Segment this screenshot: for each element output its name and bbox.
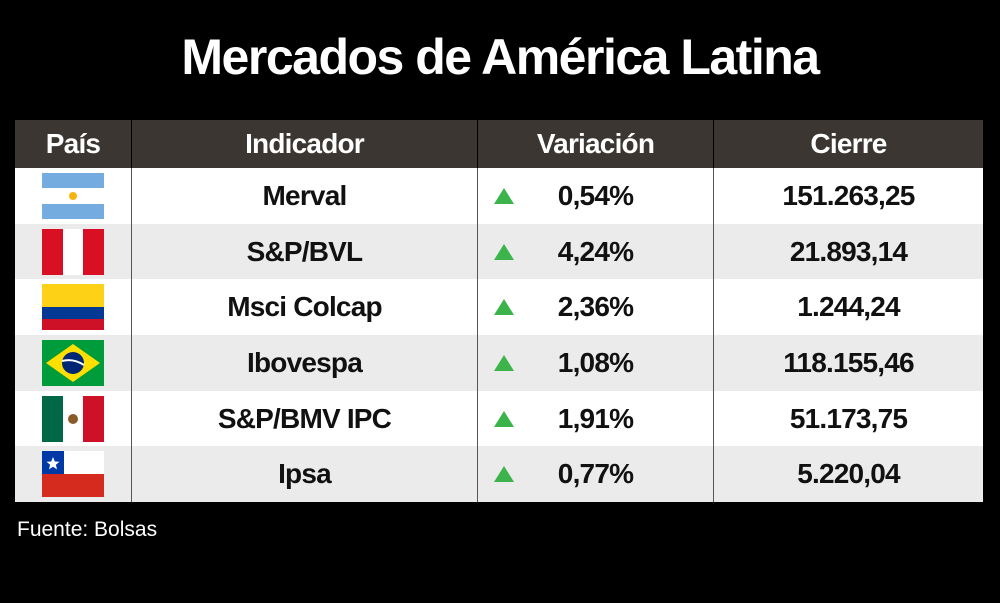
indicator: Msci Colcap [131, 279, 477, 336]
flag-cell [15, 335, 131, 391]
close: 151.263,25 [713, 168, 983, 224]
up-arrow [494, 243, 514, 260]
up-arrow [494, 299, 514, 316]
indicator: S&P/BMV IPC [131, 390, 477, 447]
variation-cell: 1,91% [477, 390, 713, 447]
close: 5.220,04 [713, 446, 983, 503]
indicator: S&P/BVL [131, 223, 477, 280]
row: Msci Colcap 2,36% 1.244,24 [15, 279, 983, 336]
flag [42, 228, 104, 275]
flag [42, 395, 104, 442]
row: S&P/BVL 4,24% 21.893,14 [15, 223, 983, 280]
variation-cell: 2,36% [477, 279, 713, 336]
variation: 0,77% [557, 458, 634, 490]
variation-cell: 1,08% [477, 335, 713, 391]
close: 118.155,46 [713, 335, 983, 391]
header-cell: Cierre [713, 120, 983, 168]
flag [42, 284, 104, 331]
header-cell: Indicador [131, 120, 477, 168]
row: Merval 0,54% 151.263,25 [15, 168, 983, 224]
close: 21.893,14 [713, 223, 983, 280]
variation-cell: 0,54% [477, 168, 713, 224]
header-cell: País [45, 128, 101, 159]
variation: 1,91% [557, 402, 634, 434]
header-cell: Variación [477, 120, 713, 168]
indicator: Merval [131, 168, 477, 224]
source: Fuente: Bolsas [17, 518, 158, 541]
up-arrow [494, 187, 514, 204]
variation-cell: 4,24% [477, 223, 713, 280]
variation-cell: 0,77% [477, 446, 713, 503]
variation: 4,24% [557, 235, 634, 267]
flag [42, 172, 104, 219]
variation: 0,54% [557, 179, 634, 211]
close: 1.244,24 [713, 279, 983, 336]
flag-cell [15, 168, 131, 224]
row: Ibovespa 1,08% 118.155,46 [15, 335, 983, 391]
indicator: Ipsa [131, 446, 477, 503]
flag [42, 451, 104, 498]
header-row: País Indicador Variación Cierre [15, 120, 983, 168]
row: S&P/BMV IPC 1,91% 51.173,75 [15, 390, 983, 447]
flag-cell [15, 279, 131, 335]
up-arrow [494, 466, 514, 483]
row: Ipsa 0,77% 5.220,04 [15, 446, 983, 503]
flag-cell [15, 446, 131, 502]
flag-cell [15, 391, 131, 447]
variation: 2,36% [557, 291, 634, 323]
table: País Indicador Variación Cierre Merval 0… [15, 120, 983, 503]
flag [42, 339, 104, 386]
up-arrow [494, 354, 514, 371]
variation: 1,08% [557, 346, 634, 378]
title: Mercados de América Latina [181, 29, 820, 85]
up-arrow [494, 410, 514, 427]
indicator: Ibovespa [131, 335, 477, 391]
flag-cell [15, 224, 131, 280]
close: 51.173,75 [713, 390, 983, 447]
